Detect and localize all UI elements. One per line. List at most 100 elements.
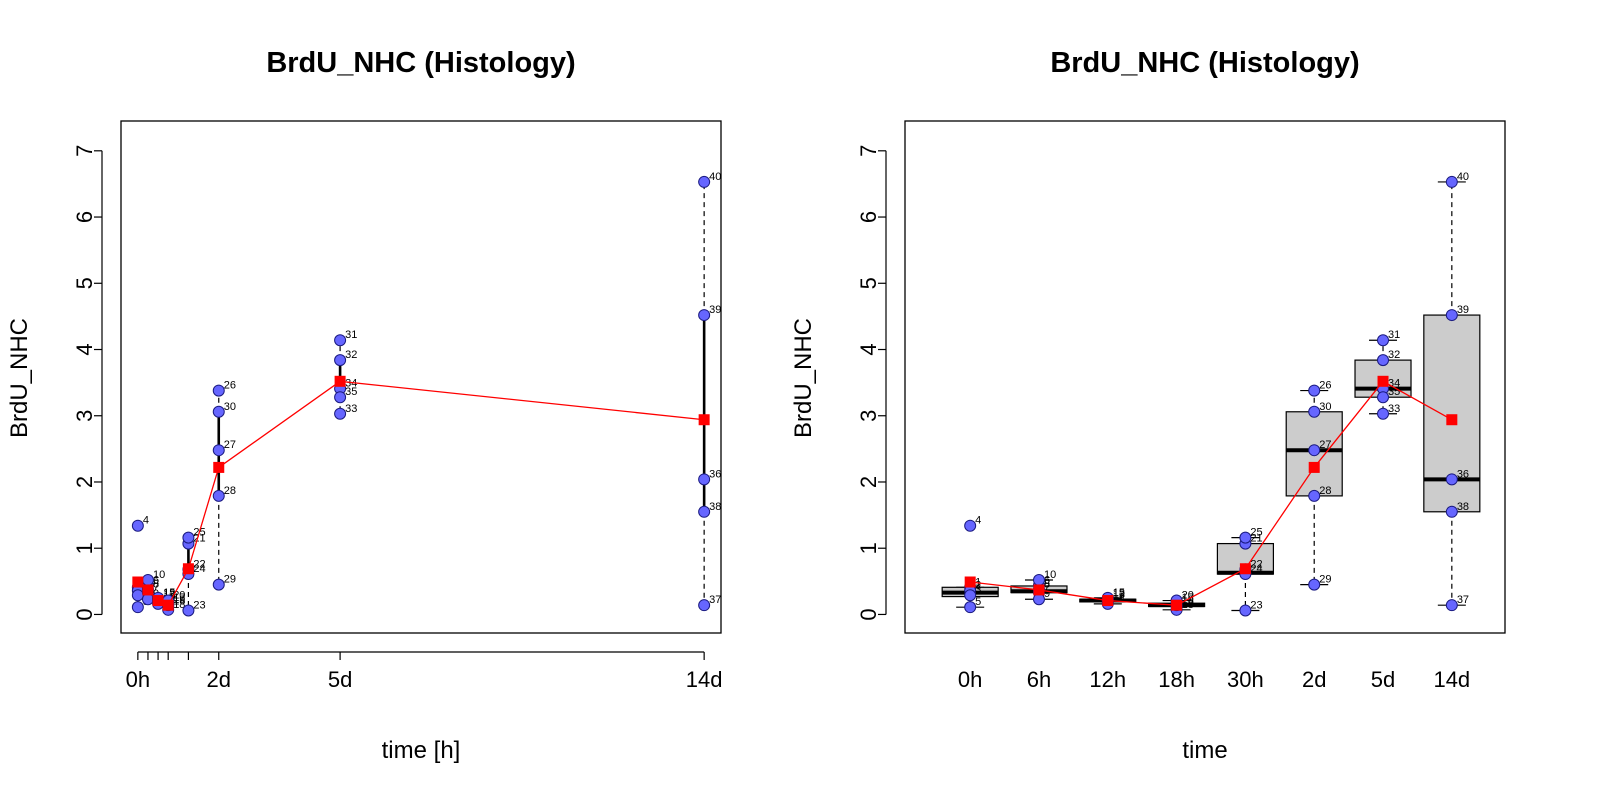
left-point-label: 32 [345, 349, 357, 361]
left-data-point [334, 407, 347, 420]
right-point-label: 13 [1113, 589, 1125, 601]
left-x-tick-label: 5d [328, 667, 352, 692]
right-point-label: 40 [1457, 171, 1469, 183]
right-plot-frame [904, 120, 1506, 634]
right-mean-marker [1377, 375, 1389, 387]
right-point-label: 27 [1319, 439, 1331, 451]
right-data-point [964, 589, 977, 602]
left-point-label: 10 [153, 569, 165, 581]
right-data-point [1308, 578, 1321, 591]
left-data-point [334, 334, 347, 347]
right-y-tick-label: 2 [856, 476, 881, 488]
right-chart-panel: BrdU_NHC (Histology) time BrdU_NHC 01234… [790, 47, 1506, 764]
right-point-label: 34 [1388, 378, 1400, 390]
left-mean-marker [152, 595, 164, 607]
left-data-point [698, 309, 711, 322]
right-y-tick-label: 6 [856, 211, 881, 223]
right-data-point [1377, 354, 1390, 367]
right-data-point [1445, 473, 1458, 486]
left-point-label: 20 [173, 590, 185, 602]
left-chart-panel: BrdU_NHC (Histology) time [h] BrdU_NHC 0… [6, 47, 723, 764]
right-data-point [964, 519, 977, 532]
right-point-label: 5 [975, 596, 981, 608]
right-point-label: 4 [975, 515, 981, 527]
right-point-label: 15 [1113, 587, 1125, 599]
left-data-point [212, 578, 225, 591]
left-point-label: 35 [345, 386, 357, 398]
right-data-point [1445, 505, 1458, 518]
left-point-label: 31 [345, 329, 357, 341]
right-point-label: 25 [1250, 527, 1262, 539]
right-y-tick-label: 5 [856, 277, 881, 289]
left-point-label: 8 [153, 578, 159, 590]
right-data-point [1445, 309, 1458, 322]
left-point-label: 33 [345, 403, 357, 415]
right-point-label: 26 [1319, 380, 1331, 392]
left-point-label: 23 [193, 599, 205, 611]
right-point-label: 32 [1388, 349, 1400, 361]
right-point-label: 11 [1113, 591, 1124, 603]
left-mean-marker [213, 461, 225, 473]
right-y-tick-label: 0 [856, 608, 881, 620]
left-mean-marker [132, 576, 144, 588]
right-data-point [1308, 405, 1321, 418]
left-point-label: 27 [224, 439, 236, 451]
right-x-axis-label: time [1182, 737, 1227, 764]
left-point-label: 39 [709, 304, 721, 316]
left-data-point [698, 175, 711, 188]
right-data-point [1239, 531, 1252, 544]
left-y-tick-label: 4 [72, 343, 97, 355]
right-x-tick-label: 5d [1371, 667, 1395, 692]
right-x-tick-label: 0h [958, 667, 982, 692]
left-data-point [698, 599, 711, 612]
left-point-label: 37 [709, 594, 721, 606]
left-y-tick-label: 0 [72, 608, 97, 620]
left-data-point [212, 489, 225, 502]
right-point-label: 22 [1250, 558, 1262, 570]
left-chart-title: BrdU_NHC (Histology) [266, 47, 575, 79]
left-point-label: 24 [193, 563, 205, 575]
left-data-point [182, 531, 195, 544]
left-point-label: 7 [153, 582, 159, 594]
left-data-point [131, 519, 144, 532]
right-point-label: 6 [1044, 574, 1050, 586]
right-point-label: 31 [1388, 329, 1400, 341]
left-point-label: 18 [173, 599, 185, 611]
right-y-tick-label: 3 [856, 410, 881, 422]
right-mean-marker [1033, 584, 1045, 596]
left-mean-marker [182, 563, 194, 575]
right-point-label: 29 [1319, 574, 1331, 586]
right-y-axis: 0 1 2 3 4 5 6 7 [856, 145, 887, 621]
left-x-tick-label: 14d [686, 667, 723, 692]
left-y-axis: 0 1 2 3 4 5 6 7 [72, 145, 103, 621]
left-y-tick-label: 5 [72, 277, 97, 289]
right-chart-title: BrdU_NHC (Histology) [1050, 47, 1359, 79]
left-point-label: 6 [153, 574, 159, 586]
left-point-label: 38 [709, 501, 721, 513]
right-point-label: 18 [1182, 599, 1194, 611]
right-x-tick-label: 12h [1089, 667, 1126, 692]
right-x-tick-label: 2d [1302, 667, 1326, 692]
left-data-point [212, 405, 225, 418]
right-data-point [1445, 599, 1458, 612]
left-mean-marker [334, 375, 346, 387]
right-data-point [964, 601, 977, 614]
right-mean-marker [1171, 599, 1183, 611]
left-data-point [698, 505, 711, 518]
left-y-tick-label: 7 [72, 145, 97, 157]
right-data-point [1377, 407, 1390, 420]
right-mean-marker [1446, 414, 1458, 426]
left-x-tick-label: 2d [207, 667, 231, 692]
right-mean-marker [1102, 595, 1114, 607]
right-point-label: 36 [1457, 468, 1469, 480]
right-point-label: 16 [1182, 596, 1194, 608]
right-x-tick-label: 30h [1227, 667, 1264, 692]
right-data-point [1377, 334, 1390, 347]
right-x-tick-label: 18h [1158, 667, 1195, 692]
left-data-point [131, 601, 144, 614]
right-y-tick-label: 7 [856, 145, 881, 157]
left-mean-marker [698, 414, 710, 426]
left-data-point [212, 444, 225, 457]
left-point-label: 30 [224, 401, 236, 413]
right-y-tick-label: 4 [856, 343, 881, 355]
